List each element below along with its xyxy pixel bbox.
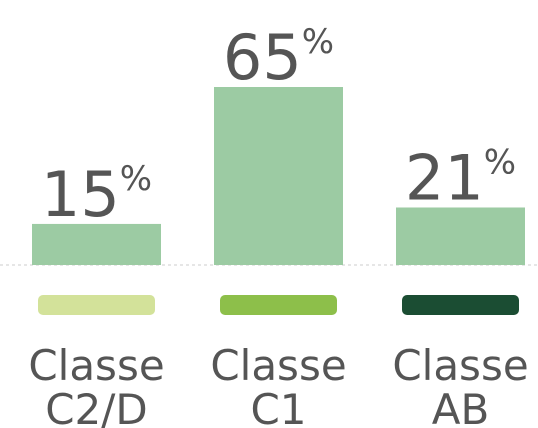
category-swatch [220,295,337,315]
category-swatch [38,295,155,315]
value-label: 21% [405,141,516,214]
x-tick-label: Classe C1 [210,341,346,428]
x-tick-label: Classe C2/D [28,341,164,428]
value-label: 15% [41,158,152,231]
bar [396,207,525,265]
category-swatch [402,295,519,315]
bar [214,87,343,265]
x-tick-label: Classe AB [392,341,528,428]
value-label: 65% [223,21,334,94]
bar [32,223,161,265]
